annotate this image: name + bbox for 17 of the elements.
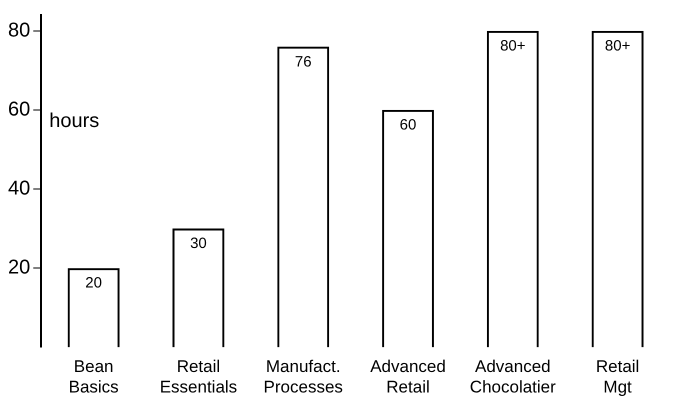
x-tick-label: Manufact. Processes <box>264 357 343 396</box>
data-label: 80+ <box>500 37 526 54</box>
data-label: 80+ <box>604 37 631 54</box>
y-axis-title: hours <box>49 110 100 132</box>
y-tick-label: 60 <box>8 98 30 120</box>
x-tick-label: Advanced Retail <box>370 357 446 396</box>
data-label: 20 <box>85 274 102 292</box>
data-label: 30 <box>190 235 207 252</box>
y-tick-label: 20 <box>8 256 30 279</box>
y-tick-label: 40 <box>8 178 30 200</box>
x-tick-label: Retail Mgt <box>596 357 640 396</box>
x-tick-label: Retail Essentials <box>160 357 238 396</box>
x-tick-label: Advanced Chocolatier <box>470 357 556 396</box>
data-label: 60 <box>400 116 416 134</box>
x-tick-label: Bean Basics <box>68 357 119 396</box>
y-tick-label: 80 <box>8 19 30 42</box>
data-label: 76 <box>294 53 312 70</box>
